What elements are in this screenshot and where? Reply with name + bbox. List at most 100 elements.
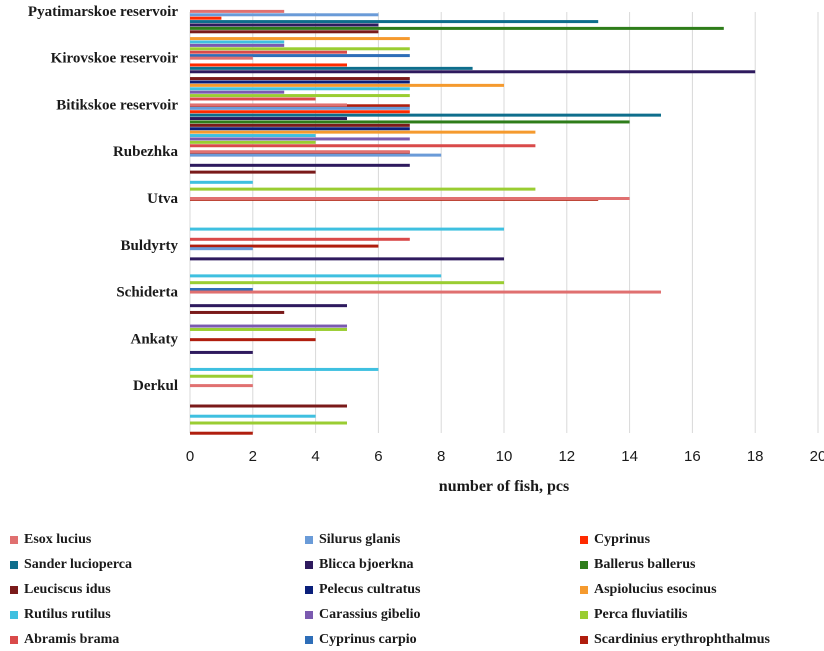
bars [190,9,756,435]
legend-item: Ballerus ballerus [580,556,696,574]
bar [190,83,504,87]
bar-group [190,9,724,58]
bar [190,130,536,134]
bar [190,163,410,167]
bar [190,37,410,41]
bar [190,54,410,58]
bar [190,23,379,27]
bar-group [190,247,504,291]
category-label: Kirovskoe reservoir [51,51,179,67]
legend-item: Carassius gibelio [305,606,421,624]
bar [190,20,599,24]
legend-item: Silurus glanis [305,531,400,549]
bar [190,9,285,13]
legend-swatch [10,611,18,619]
bar [190,94,410,98]
legend-label: Leuciscus idus [24,582,111,597]
x-tick-label: 20 [810,448,824,465]
bar [190,80,410,84]
bar [190,127,410,131]
legend-item: Leuciscus idus [10,581,111,599]
bar [190,431,253,435]
legend-label: Cyprinus carpio [319,632,417,647]
legend-item: Esox lucius [10,531,91,549]
legend-item: Sander lucioperca [10,556,132,574]
bar [190,56,253,60]
x-tick-label: 18 [747,448,764,465]
category-label: Pyatimarskoe reservoir [28,4,178,20]
legend-swatch [305,586,313,594]
legend-label: Carassius gibelio [319,607,421,622]
legend-swatch [10,586,18,594]
legend-item: Abramis brama [10,631,119,649]
legend-swatch [305,636,313,644]
category-label: Ankaty [130,331,178,347]
bar [190,247,253,251]
bar [190,150,410,154]
legend-label: Aspiolucius esocinus [594,582,717,597]
bar [190,26,724,30]
bar-group [190,150,599,201]
bar [190,77,410,81]
bar [190,324,347,328]
legend-label: Ballerus ballerus [594,557,696,572]
legend-swatch [10,636,18,644]
bar [190,421,347,425]
x-tick-label: 4 [311,448,319,465]
bar [190,70,756,74]
bar [190,103,347,107]
bar [190,374,253,378]
bar [190,106,410,110]
legend-swatch [580,636,588,644]
category-label: Buldyrty [120,238,178,254]
bar [190,110,410,114]
bar [190,367,379,371]
x-tick-label: 16 [684,448,701,465]
bar [190,197,630,200]
legend-label: Rutilus rutilus [24,607,111,622]
legend-swatch [580,611,588,619]
legend-swatch [580,536,588,544]
category-label: Bitikskoe reservoir [56,97,178,113]
bar [190,290,661,294]
bar [190,13,379,17]
category-label: Rubezhka [113,144,179,160]
bar [190,287,253,291]
bar [190,274,442,278]
x-tick-label: 6 [374,448,382,465]
bar-group [190,56,756,108]
legend-label: Cyprinus [594,532,651,547]
bar [190,30,379,34]
bar [190,187,536,191]
bar-group [190,197,630,248]
x-tick-label: 10 [496,448,513,465]
bar [190,90,285,94]
legend: Esox lucius Silurus glanis Cyprinus Sander … [0,527,824,651]
bar-group [190,103,661,155]
x-tick-label: 14 [621,448,638,465]
bar [190,140,316,144]
bar [190,180,253,184]
bar [190,66,473,70]
legend-label: Silurus glanis [319,532,401,547]
bar [190,257,504,261]
bar [190,120,630,124]
legend-label: Scardinius erythrophthalmus [594,632,770,647]
bar [190,153,442,157]
bar [190,97,316,101]
category-label: Schiderta [116,285,178,301]
legend-item: Perca fluviatilis [580,606,687,624]
legend-label: Esox lucius [24,532,92,547]
legend-label: Pelecus cultratus [319,582,421,597]
legend-swatch [305,536,313,544]
category-label: Utva [147,191,178,207]
x-tick-label: 2 [249,448,257,465]
bar-group [190,350,379,378]
bar-group [190,384,347,435]
bar [190,327,347,331]
legend-swatch [10,561,18,569]
legend-swatch [305,561,313,569]
bar [190,350,253,354]
bar [190,170,316,174]
bar [190,244,379,248]
